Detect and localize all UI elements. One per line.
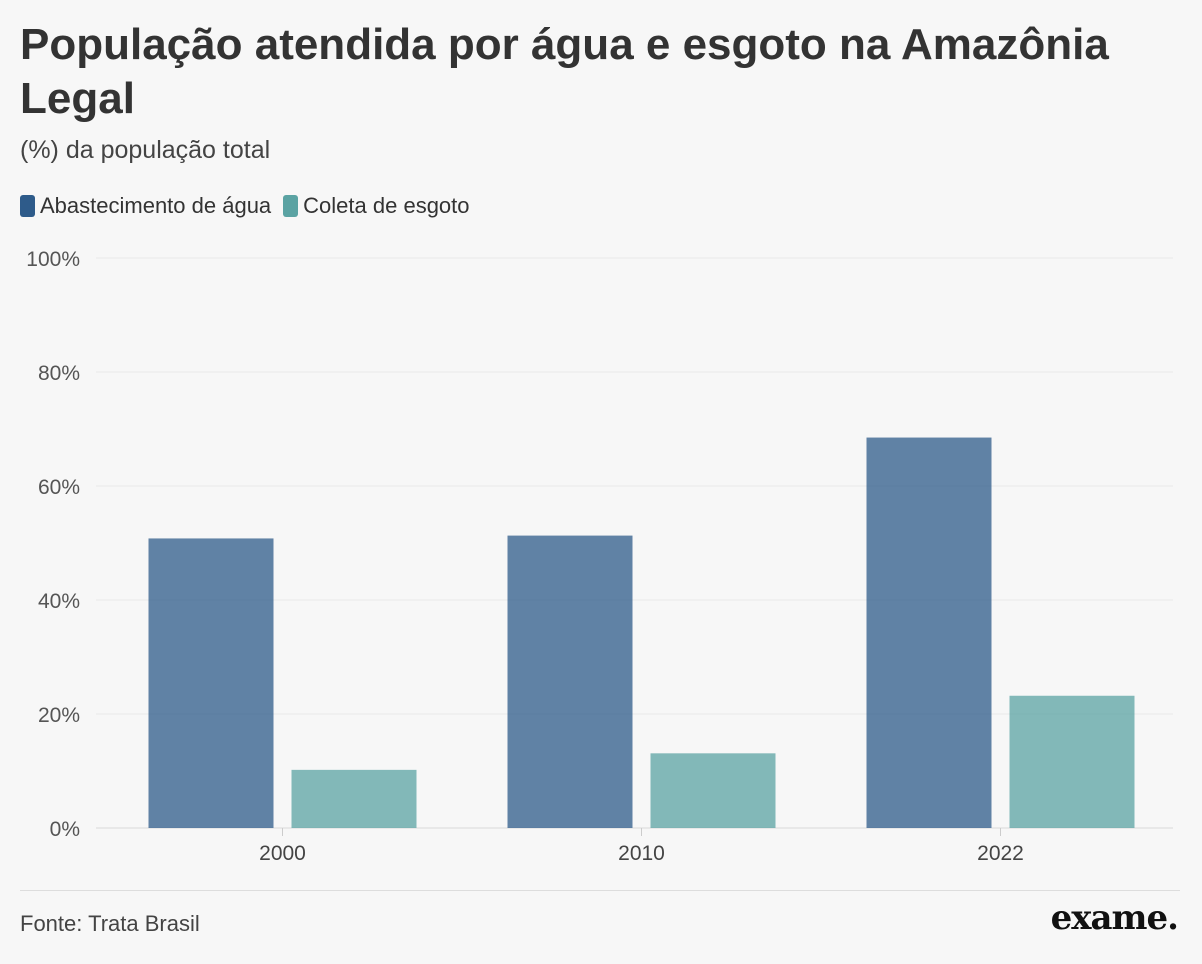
source-note: Fonte: Trata Brasil bbox=[20, 911, 200, 936]
bar-chart: 0% 20% 40% 60% 80% 100% 2000 2010 2022 bbox=[26, 248, 1173, 865]
x-tick-label: 2022 bbox=[977, 842, 1024, 865]
y-tick-label: 20% bbox=[38, 704, 80, 727]
y-tick-label: 40% bbox=[38, 590, 80, 613]
bar-esgoto-2000 bbox=[291, 769, 417, 828]
legend-label-esgoto: Coleta de esgoto bbox=[303, 193, 470, 218]
footer-divider bbox=[20, 890, 1180, 891]
legend: Abastecimento de água Coleta de esgoto bbox=[20, 193, 482, 219]
y-tick-label: 0% bbox=[50, 818, 80, 841]
chart-subtitle: (%) da população total bbox=[20, 136, 271, 164]
bar-agua-2010 bbox=[507, 535, 633, 828]
bar-agua-2022 bbox=[866, 437, 992, 828]
y-tick-label: 100% bbox=[26, 248, 80, 271]
bar-esgoto-2022 bbox=[1009, 695, 1135, 828]
legend-label-agua: Abastecimento de água bbox=[40, 193, 272, 218]
y-tick-label: 60% bbox=[38, 476, 80, 499]
legend-swatch-agua bbox=[20, 195, 35, 217]
x-tick-label: 2000 bbox=[259, 842, 306, 865]
bar-esgoto-2010 bbox=[650, 753, 776, 828]
bar-agua-2000 bbox=[148, 538, 274, 828]
chart-title: População atendida por água e esgoto na … bbox=[20, 20, 1109, 123]
legend-item-agua: Abastecimento de água bbox=[20, 193, 271, 219]
legend-item-esgoto: Coleta de esgoto bbox=[283, 193, 470, 219]
x-tick-label: 2010 bbox=[618, 842, 665, 865]
y-tick-label: 80% bbox=[38, 362, 80, 385]
brand-logo: exame. bbox=[1050, 898, 1179, 938]
legend-swatch-esgoto bbox=[283, 195, 299, 217]
